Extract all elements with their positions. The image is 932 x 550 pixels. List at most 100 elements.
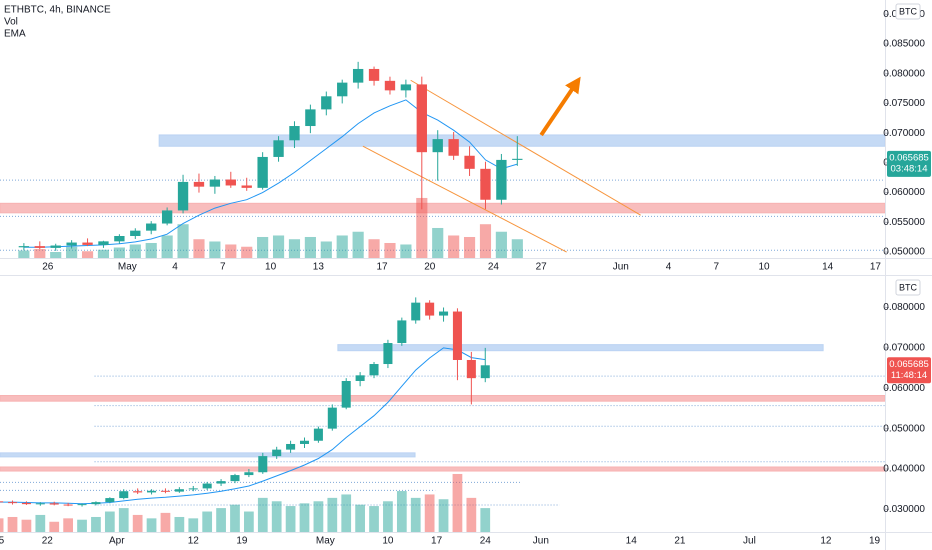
upper-pane: [0, 61, 885, 258]
volume-bar: [341, 494, 352, 532]
candle-body: [257, 156, 268, 188]
x-tick-label: 7: [220, 262, 226, 273]
unit-label: BTC: [899, 282, 918, 292]
arrow: [539, 76, 581, 137]
x-tick-label: 10: [265, 262, 277, 273]
volume-bar: [352, 231, 364, 258]
candle-body: [66, 242, 77, 246]
volume-bar: [66, 246, 78, 258]
candle-body: [480, 365, 490, 379]
volume-bar: [49, 521, 60, 532]
x-tick-label: 12: [820, 536, 832, 547]
candle-body: [193, 181, 205, 187]
candle-body: [416, 84, 427, 153]
x-tick-label: 13: [313, 262, 325, 273]
volume-bar: [0, 518, 4, 532]
x-tick-label: May: [118, 262, 137, 273]
x-tick-label: 12: [188, 536, 200, 547]
y-tick-label: 0.050000: [883, 423, 925, 434]
volume-bar: [383, 501, 393, 532]
candle-body: [146, 223, 157, 231]
candle-body: [91, 502, 101, 505]
candle-body: [286, 443, 296, 450]
candle-body: [397, 320, 407, 344]
candle-body: [216, 481, 226, 484]
volume-bar: [225, 244, 237, 258]
volume-bar: [452, 473, 463, 532]
x-tick-label: Jun: [533, 536, 549, 547]
volume-bar: [132, 514, 143, 532]
candle-body: [202, 483, 212, 489]
candle-body: [7, 502, 18, 504]
candle-body: [50, 245, 61, 248]
x-tick-label: 19: [869, 536, 881, 547]
volume-bar: [129, 244, 141, 258]
x-tick-label: 19: [236, 536, 248, 547]
y-tick-label: 0.060000: [883, 187, 925, 198]
legend-symbol: ETHBTC, 4h, BINANCE: [4, 5, 111, 16]
candle-body: [18, 246, 30, 248]
volume-bar: [174, 516, 185, 532]
x-tick-label: 17: [870, 262, 882, 273]
candle-body: [466, 359, 476, 379]
trendline: [362, 145, 567, 253]
zone: [0, 395, 885, 402]
y-tick-label: 0.040000: [883, 464, 925, 475]
x-tick-label: Apr: [109, 536, 125, 547]
x-tick-label: 14: [626, 536, 638, 547]
candle-body: [452, 311, 462, 360]
candle-body: [496, 159, 507, 200]
candle-body: [305, 109, 316, 127]
candle-body: [411, 302, 421, 321]
countdown-label: 11:48:14: [891, 370, 927, 381]
volume-bar: [193, 239, 205, 258]
candle-body: [432, 139, 443, 153]
candle-body: [49, 503, 59, 505]
volume-bar: [202, 511, 213, 532]
volume-bar: [272, 235, 285, 258]
volume-bar: [7, 516, 18, 532]
candle-body: [225, 179, 236, 186]
x-tick-label: 22: [42, 536, 54, 547]
candle-body: [82, 242, 93, 245]
volume-bar: [21, 519, 32, 532]
volume-bar: [63, 518, 73, 532]
candle-body: [337, 82, 348, 97]
volume-bar: [313, 501, 324, 532]
volume-bar: [35, 514, 46, 532]
volume-bar: [257, 497, 268, 532]
x-tick-label: Jun: [613, 262, 629, 273]
x-tick-label: 17: [431, 536, 443, 547]
volume-bar: [327, 497, 338, 532]
legend-indicator: Vol: [4, 17, 18, 28]
volume-bar: [230, 504, 240, 532]
volume-bar: [241, 246, 253, 258]
last-price-box: [887, 150, 931, 177]
trendline: [410, 79, 641, 216]
x-tick-label: 15: [0, 536, 5, 547]
candle-body: [98, 241, 109, 245]
volume-bar: [424, 494, 435, 532]
zone: [337, 344, 824, 352]
zone: [0, 202, 885, 214]
volume-bar: [384, 242, 396, 258]
y-tick-label: 0.080000: [883, 302, 925, 313]
candle-body: [272, 449, 282, 457]
candle-body: [289, 126, 300, 141]
volume-bar: [396, 491, 407, 532]
candle-body: [244, 472, 254, 476]
volume-bar: [432, 227, 444, 258]
volume-bar: [146, 518, 157, 532]
last-price-label: 0.065685: [889, 359, 929, 370]
volume-bar: [480, 508, 491, 532]
candle-body: [321, 96, 332, 110]
volume-bar: [161, 235, 173, 258]
candle-body: [480, 168, 491, 200]
volume-bar: [188, 518, 199, 532]
volume-bar: [209, 241, 221, 258]
candle-body: [130, 230, 141, 237]
volume-bar: [244, 511, 254, 532]
candle-body: [209, 179, 221, 187]
x-tick-label: 4: [666, 262, 672, 273]
